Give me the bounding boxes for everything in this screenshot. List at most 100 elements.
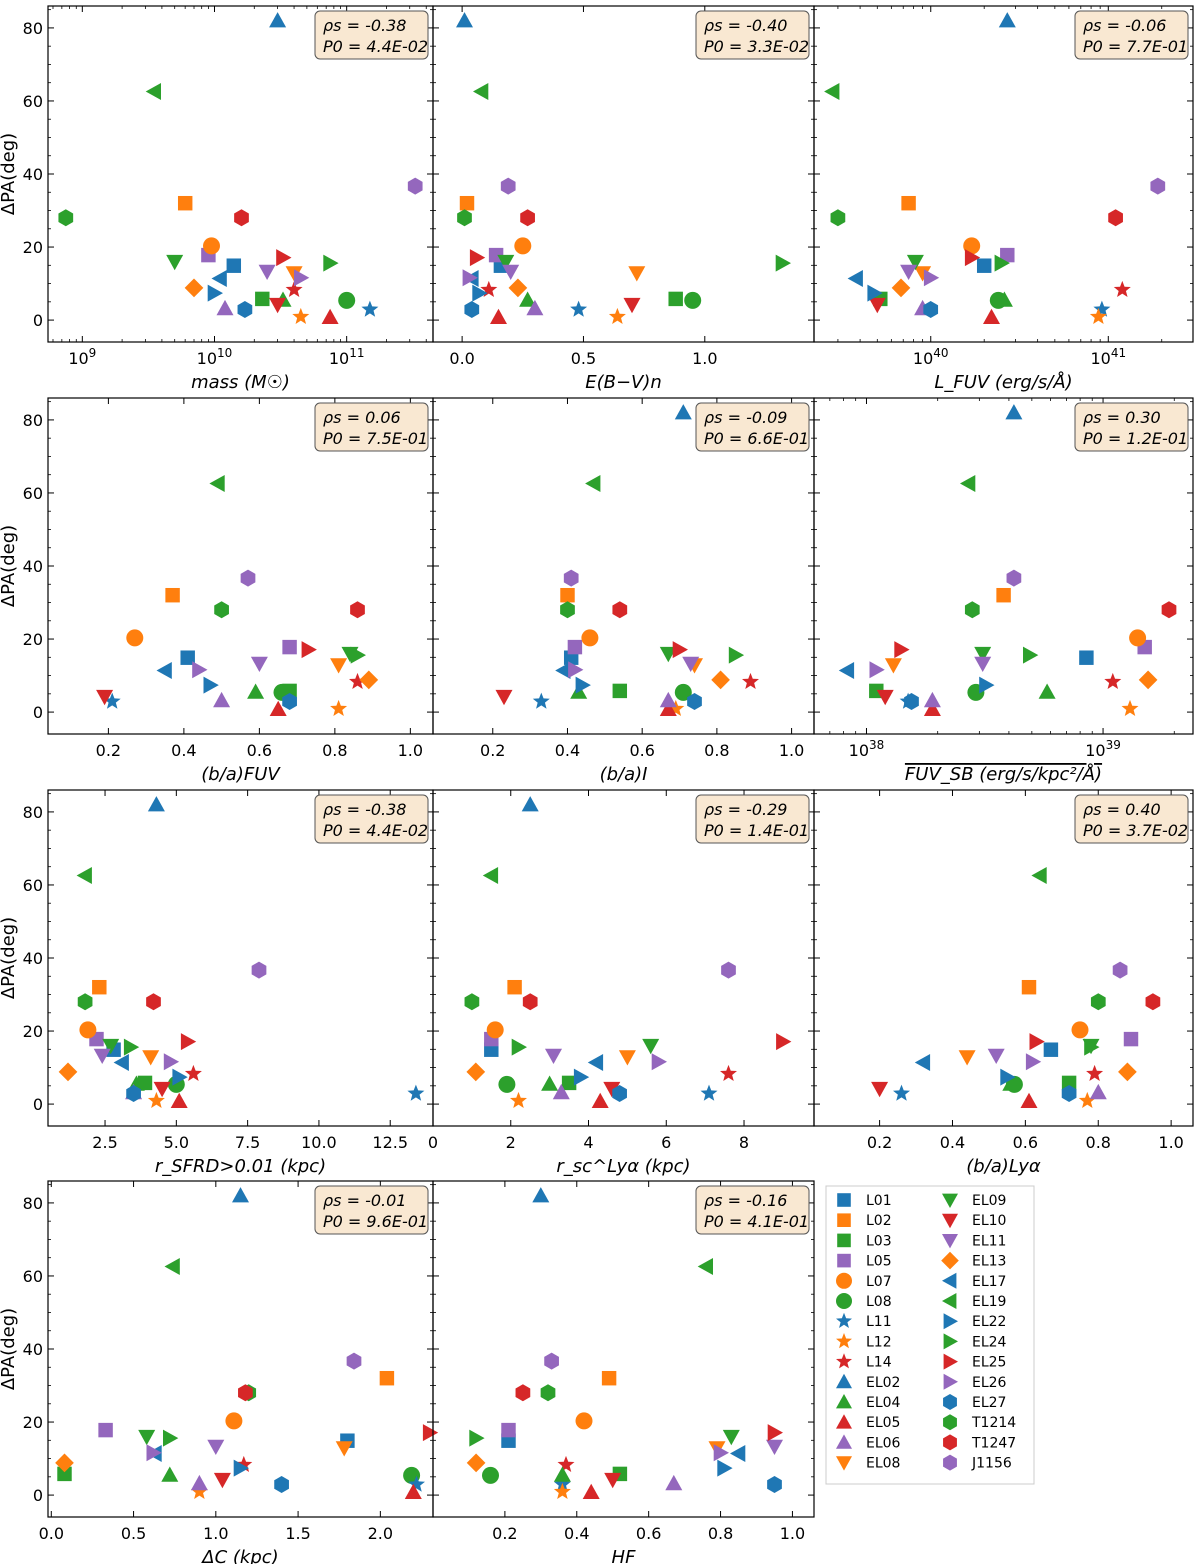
point-EL02 bbox=[998, 12, 1016, 28]
y-tick-label: 80 bbox=[23, 411, 43, 430]
point-EL10 bbox=[623, 297, 641, 314]
x-tick-label: 2.5 bbox=[92, 1133, 117, 1152]
point-T1214 bbox=[540, 1384, 556, 1402]
point-EL04 bbox=[161, 1466, 179, 1482]
x-axis-label: r_sc^Lyα (kpc) bbox=[556, 1156, 690, 1177]
point-L11 bbox=[408, 1475, 425, 1492]
point-L12 bbox=[1121, 699, 1139, 717]
point-EL09 bbox=[138, 1429, 156, 1446]
point-EL11 bbox=[766, 1439, 783, 1455]
y-tick-label: 80 bbox=[23, 19, 43, 38]
point-EL09 bbox=[906, 254, 924, 271]
legend-label-L05: L05 bbox=[866, 1254, 892, 1270]
point-EL27 bbox=[282, 693, 297, 710]
x-tick-label: 1038 bbox=[849, 738, 885, 760]
point-L07 bbox=[581, 629, 599, 647]
point-L11 bbox=[570, 300, 588, 317]
legend-label-EL06: EL06 bbox=[866, 1435, 901, 1451]
y-tick-label: 0 bbox=[33, 1486, 43, 1505]
point-EL13 bbox=[184, 278, 204, 298]
point-EL17 bbox=[587, 1054, 604, 1071]
point-J1156 bbox=[563, 569, 579, 587]
point-T1214 bbox=[830, 209, 846, 227]
x-tick-label: 0.2 bbox=[867, 1133, 892, 1152]
x-tick-label: 1.0 bbox=[1158, 1133, 1183, 1152]
y-axis-label: ΔPA(deg) bbox=[0, 1308, 19, 1390]
point-EL22 bbox=[717, 1459, 733, 1477]
point-EL27 bbox=[612, 1085, 627, 1102]
spearman-rho: ρs = 0.30 bbox=[1083, 408, 1161, 427]
legend-marker-EL22 bbox=[943, 1313, 958, 1330]
point-EL02 bbox=[521, 796, 539, 812]
point-EL26 bbox=[1025, 1053, 1042, 1071]
y-tick-label: 20 bbox=[23, 1022, 43, 1041]
point-EL10 bbox=[604, 1472, 622, 1489]
stat-box bbox=[695, 794, 810, 844]
stat-box bbox=[314, 402, 429, 452]
legend-marker-EL10 bbox=[942, 1213, 958, 1229]
point-EL04 bbox=[1002, 1075, 1020, 1091]
point-L14 bbox=[1113, 280, 1131, 298]
legend-marker-L11 bbox=[836, 1312, 852, 1328]
legend-marker-T1247 bbox=[943, 1434, 957, 1451]
point-EL13 bbox=[359, 670, 379, 690]
x-tick-label: 0.4 bbox=[564, 1524, 589, 1543]
spearman-rho: ρs = -0.01 bbox=[323, 1191, 406, 1210]
point-EL25 bbox=[1029, 1033, 1045, 1051]
point-EL06 bbox=[190, 1474, 208, 1491]
point-L12 bbox=[147, 1091, 165, 1109]
legend-marker-EL08 bbox=[836, 1456, 852, 1471]
point-EL13 bbox=[58, 1062, 78, 1082]
legend-marker-L08 bbox=[836, 1293, 852, 1309]
point-EL11 bbox=[250, 656, 268, 672]
point-EL13 bbox=[466, 1453, 486, 1473]
point-EL27 bbox=[923, 301, 939, 318]
legend-label-EL19: EL19 bbox=[972, 1294, 1006, 1310]
point-EL25 bbox=[672, 641, 688, 659]
point-L07 bbox=[1071, 1021, 1089, 1039]
point-EL11 bbox=[207, 1439, 225, 1455]
point-EL10 bbox=[269, 297, 287, 314]
legend-marker-EL25 bbox=[943, 1353, 958, 1370]
x-axis-label: FUV_SB (erg/s/kpc²/Å) bbox=[905, 763, 1102, 785]
point-L14 bbox=[1104, 672, 1122, 690]
point-L14 bbox=[184, 1064, 202, 1082]
point-EL25 bbox=[894, 641, 910, 659]
x-tick-label: 0.8 bbox=[1086, 1133, 1111, 1152]
point-EL11 bbox=[900, 264, 918, 280]
legend-label-EL17: EL17 bbox=[972, 1274, 1006, 1290]
legend-label-EL27: EL27 bbox=[972, 1395, 1006, 1411]
point-EL09 bbox=[722, 1429, 740, 1446]
legend-label-L02: L02 bbox=[866, 1213, 892, 1229]
legend-marker-J1156 bbox=[943, 1454, 957, 1471]
x-axis-label: (b/a)I bbox=[600, 764, 648, 785]
point-EL27 bbox=[464, 301, 480, 318]
y-tick-label: 0 bbox=[33, 311, 43, 330]
point-EL17 bbox=[211, 270, 227, 287]
point-T1247 bbox=[1145, 993, 1161, 1011]
legend-marker-L05 bbox=[837, 1253, 851, 1268]
x-tick-label: 0.6 bbox=[1013, 1133, 1038, 1152]
point-EL17 bbox=[555, 662, 571, 679]
point-EL04 bbox=[995, 291, 1013, 307]
point-EL02 bbox=[147, 796, 165, 812]
point-EL25 bbox=[767, 1424, 783, 1442]
x-tick-label: 1041 bbox=[1090, 346, 1126, 368]
legend-label-L07: L07 bbox=[866, 1274, 892, 1290]
p-value: P0 = 3.7E-02 bbox=[1083, 821, 1188, 840]
point-EL11 bbox=[258, 264, 276, 280]
point-L02 bbox=[560, 587, 575, 603]
point-EL11 bbox=[545, 1048, 562, 1064]
y-tick-label: 60 bbox=[23, 1267, 43, 1286]
point-L14 bbox=[480, 280, 498, 298]
point-T1247 bbox=[1161, 601, 1177, 619]
point-L05 bbox=[501, 1422, 516, 1438]
x-axis-label: (b/a)Lyα bbox=[966, 1156, 1041, 1177]
panel-10: 0 20 40 60 80 0.0 0.5 1.0 1.5 2.0 ΔC (kpc) ΔPA(deg)… bbox=[0, 1180, 439, 1564]
x-tick-label: 0.4 bbox=[171, 741, 196, 760]
x-tick-label: 6 bbox=[661, 1133, 671, 1152]
point-L01 bbox=[976, 258, 992, 273]
point-EL17 bbox=[838, 662, 855, 679]
point-EL24 bbox=[123, 1038, 140, 1056]
spearman-rho: ρs = 0.40 bbox=[1083, 800, 1161, 819]
